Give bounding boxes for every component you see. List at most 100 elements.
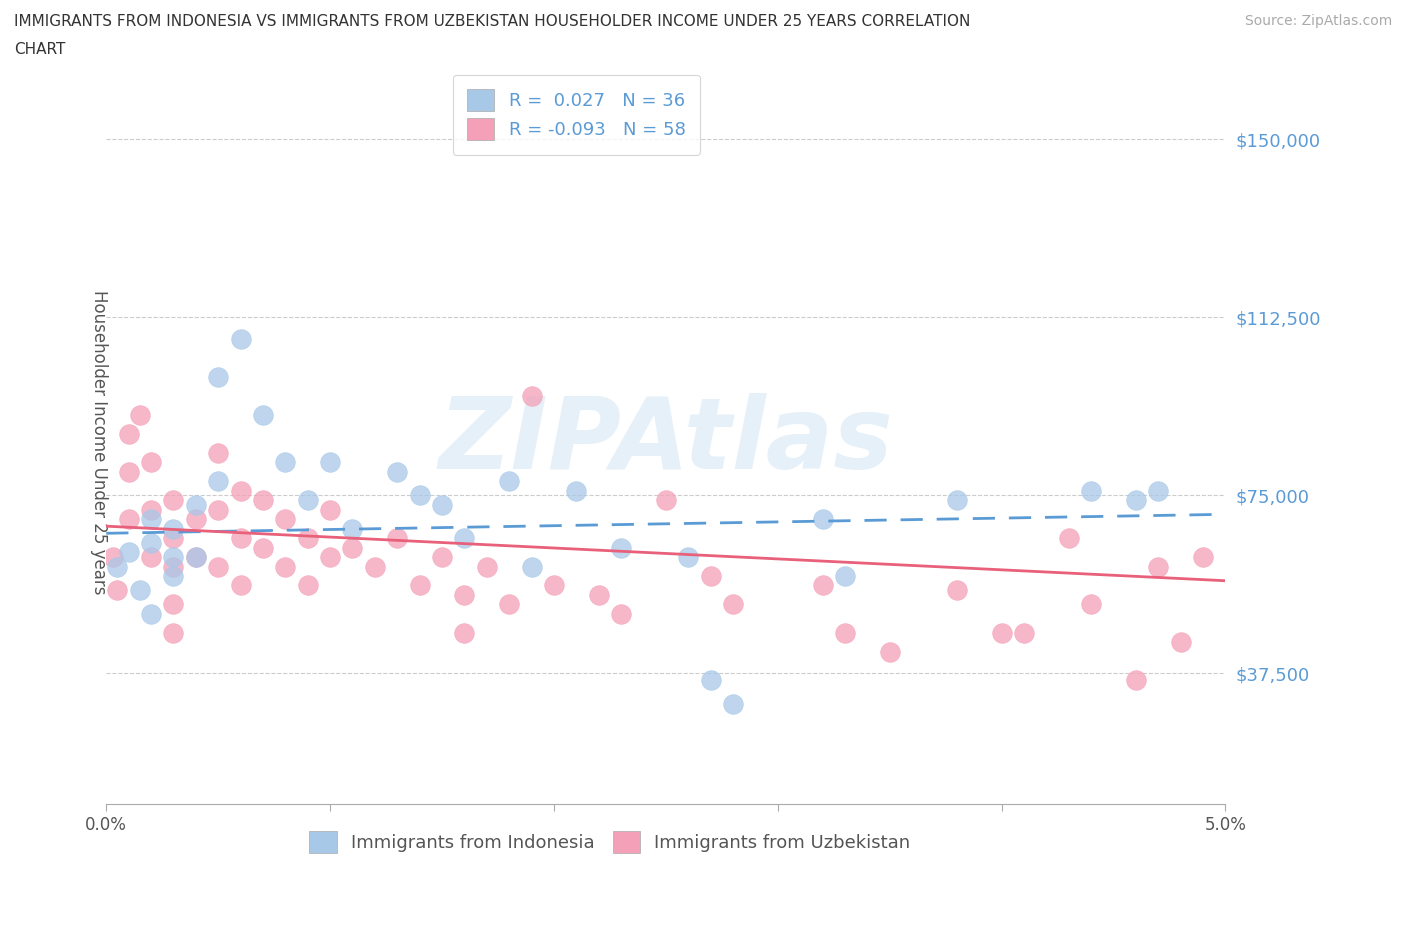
Point [162,568,184,583]
Point [319,455,342,470]
Point [1057,531,1080,546]
Point [207,473,229,488]
Point [1080,597,1102,612]
Point [565,484,588,498]
Point [117,545,139,560]
Point [229,331,252,346]
Point [319,502,342,517]
Point [610,540,633,555]
Point [184,512,207,526]
Y-axis label: Householder Income Under 25 years: Householder Income Under 25 years [90,289,108,594]
Point [520,559,543,574]
Point [207,369,229,384]
Point [498,597,520,612]
Point [162,597,184,612]
Point [655,493,678,508]
Point [274,455,297,470]
Point [297,493,319,508]
Point [229,484,252,498]
Point [101,550,124,565]
Point [721,697,744,711]
Point [453,588,475,603]
Point [1147,559,1170,574]
Text: CHART: CHART [14,42,66,57]
Point [699,568,721,583]
Text: ZIPAtlas: ZIPAtlas [439,393,893,490]
Point [297,531,319,546]
Point [229,531,252,546]
Point [128,407,150,422]
Point [139,536,162,551]
Point [408,488,430,503]
Point [834,568,856,583]
Point [128,583,150,598]
Point [184,550,207,565]
Point [990,626,1012,641]
Point [252,540,274,555]
Point [297,578,319,593]
Legend: Immigrants from Indonesia, Immigrants from Uzbekistan: Immigrants from Indonesia, Immigrants fr… [302,823,918,860]
Point [364,559,387,574]
Text: IMMIGRANTS FROM INDONESIA VS IMMIGRANTS FROM UZBEKISTAN HOUSEHOLDER INCOME UNDER: IMMIGRANTS FROM INDONESIA VS IMMIGRANTS … [14,14,970,29]
Point [342,540,364,555]
Point [162,493,184,508]
Point [162,550,184,565]
Point [1170,635,1192,650]
Point [319,550,342,565]
Point [139,512,162,526]
Point [184,498,207,512]
Point [162,531,184,546]
Point [453,626,475,641]
Point [408,578,430,593]
Point [946,583,969,598]
Point [252,407,274,422]
Point [117,512,139,526]
Point [274,559,297,574]
Point [184,550,207,565]
Point [1147,484,1170,498]
Point [811,512,834,526]
Point [699,673,721,688]
Point [946,493,969,508]
Point [811,578,834,593]
Point [117,464,139,479]
Point [610,606,633,621]
Point [879,644,901,659]
Point [453,531,475,546]
Point [207,502,229,517]
Point [207,559,229,574]
Point [588,588,610,603]
Point [162,626,184,641]
Point [252,493,274,508]
Point [162,521,184,536]
Point [475,559,498,574]
Point [1012,626,1035,641]
Point [1125,493,1147,508]
Point [107,583,129,598]
Point [498,473,520,488]
Point [229,578,252,593]
Point [543,578,565,593]
Point [342,521,364,536]
Point [139,502,162,517]
Point [387,464,409,479]
Point [274,512,297,526]
Point [520,388,543,403]
Point [387,531,409,546]
Point [107,559,129,574]
Point [1080,484,1102,498]
Point [430,550,453,565]
Text: Source: ZipAtlas.com: Source: ZipAtlas.com [1244,14,1392,28]
Point [430,498,453,512]
Point [139,455,162,470]
Point [117,426,139,441]
Point [207,445,229,460]
Point [139,606,162,621]
Point [162,559,184,574]
Point [678,550,700,565]
Point [721,597,744,612]
Point [139,550,162,565]
Point [834,626,856,641]
Point [1125,673,1147,688]
Point [1192,550,1215,565]
